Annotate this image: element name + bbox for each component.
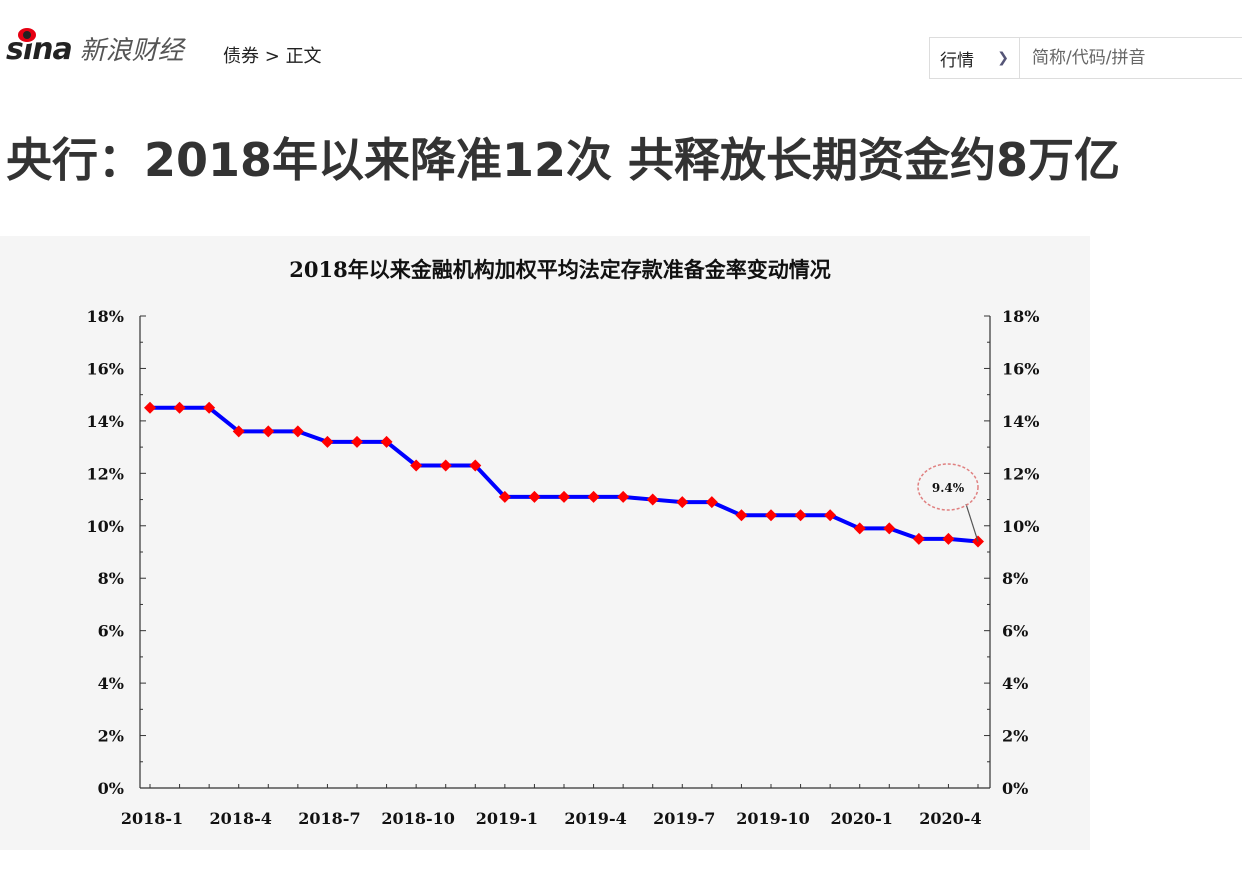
data-point [321, 435, 334, 448]
data-point [410, 459, 423, 472]
data-point [262, 425, 275, 438]
breadcrumb-bonds[interactable]: 债券 [223, 46, 259, 67]
x-tick-label: 2020-1 [831, 809, 893, 828]
data-point [942, 532, 955, 545]
y-tick-label-left: 0% [98, 779, 124, 798]
brand-name: 新浪财经 [79, 36, 184, 66]
x-tick-label: 2018-10 [381, 809, 454, 828]
market-select-value: 行情 [940, 50, 974, 71]
data-point [794, 509, 807, 522]
x-tick-label: 2019-10 [736, 809, 809, 828]
series-line [150, 405, 979, 544]
y-tick-label-right: 10% [1002, 517, 1039, 536]
y-tick-label-left: 8% [98, 569, 124, 588]
y-tick-label-right: 12% [1002, 464, 1039, 483]
data-point [203, 401, 216, 414]
data-point [558, 490, 570, 503]
data-point [853, 522, 866, 535]
search-input[interactable] [1020, 47, 1234, 69]
sina-finance-logo[interactable]: sina 新浪财经 [6, 26, 184, 67]
y-tick-label-right: 8% [1002, 569, 1028, 588]
y-tick-label-right: 18% [1002, 307, 1039, 326]
data-point [144, 401, 156, 414]
data-point [528, 490, 541, 503]
annotation-leader [965, 503, 979, 542]
x-tick-label: 2019-7 [653, 809, 715, 828]
search-bar: 行情 ❯ [929, 37, 1242, 79]
data-point [587, 490, 600, 503]
eye-logo-icon [16, 26, 38, 44]
y-tick-label-left: 4% [98, 674, 124, 693]
data-point [469, 459, 482, 472]
x-tick-label: 2018-4 [210, 809, 272, 828]
y-tick-label-left: 6% [98, 622, 124, 641]
sina-logo: sina [6, 26, 73, 67]
x-tick-label: 2019-1 [476, 809, 538, 828]
y-tick-label-left: 14% [87, 412, 124, 431]
rrr-chart: 2018年以来金融机构加权平均法定存款准备金率变动情况 0% 0% 2% 2% 4% 4%… [87, 257, 1040, 828]
market-select[interactable]: 行情 ❯ [930, 38, 1020, 78]
y-tick-label-right: 0% [1002, 779, 1028, 798]
y-tick-label-right: 4% [1002, 674, 1028, 693]
y-tick-label-left: 16% [87, 359, 124, 378]
breadcrumb-current: 正文 [285, 46, 322, 67]
chevron-down-icon: ❯ [997, 50, 1009, 66]
data-point [676, 496, 689, 509]
article-title: 央行：2018年以来降准12次 共释放长期资金约8万亿 [6, 133, 1121, 187]
y-tick-label-left: 18% [87, 307, 124, 326]
annotation-label: 9.4% [932, 481, 965, 495]
y-tick-label-right: 14% [1002, 412, 1039, 431]
data-point [646, 493, 659, 506]
data-point [617, 490, 630, 503]
data-point [883, 522, 896, 535]
chart-image: 2018年以来金融机构加权平均法定存款准备金率变动情况 0% 0% 2% 2% 4% 4%… [0, 236, 1090, 850]
x-tick-label: 2018-7 [298, 809, 360, 828]
x-tick-label: 2019-4 [564, 809, 626, 828]
breadcrumb: 债券 > 正文 [223, 42, 322, 68]
data-point [765, 509, 777, 522]
data-point [173, 401, 186, 414]
annotation-circle [917, 463, 979, 511]
y-tick-label-right: 16% [1002, 359, 1039, 378]
data-point [498, 490, 511, 503]
data-point [380, 435, 393, 448]
data-point [705, 496, 718, 509]
data-point [912, 532, 925, 545]
data-point [735, 509, 748, 522]
chart-title: 2018年以来金融机构加权平均法定存款准备金率变动情况 [289, 257, 830, 282]
data-point [439, 459, 452, 472]
data-point [824, 509, 837, 522]
breadcrumb-separator: > [264, 46, 280, 67]
x-tick-label: 2018-1 [121, 809, 183, 828]
y-tick-label-left: 10% [87, 517, 124, 536]
y-tick-label-left: 12% [87, 464, 124, 483]
data-point [291, 425, 304, 438]
y-tick-label-right: 2% [1002, 727, 1028, 746]
data-point [351, 435, 363, 448]
y-tick-label-right: 6% [1002, 622, 1028, 641]
data-point [232, 425, 245, 438]
y-tick-label-left: 2% [98, 727, 124, 746]
x-tick-label: 2020-4 [919, 809, 981, 828]
